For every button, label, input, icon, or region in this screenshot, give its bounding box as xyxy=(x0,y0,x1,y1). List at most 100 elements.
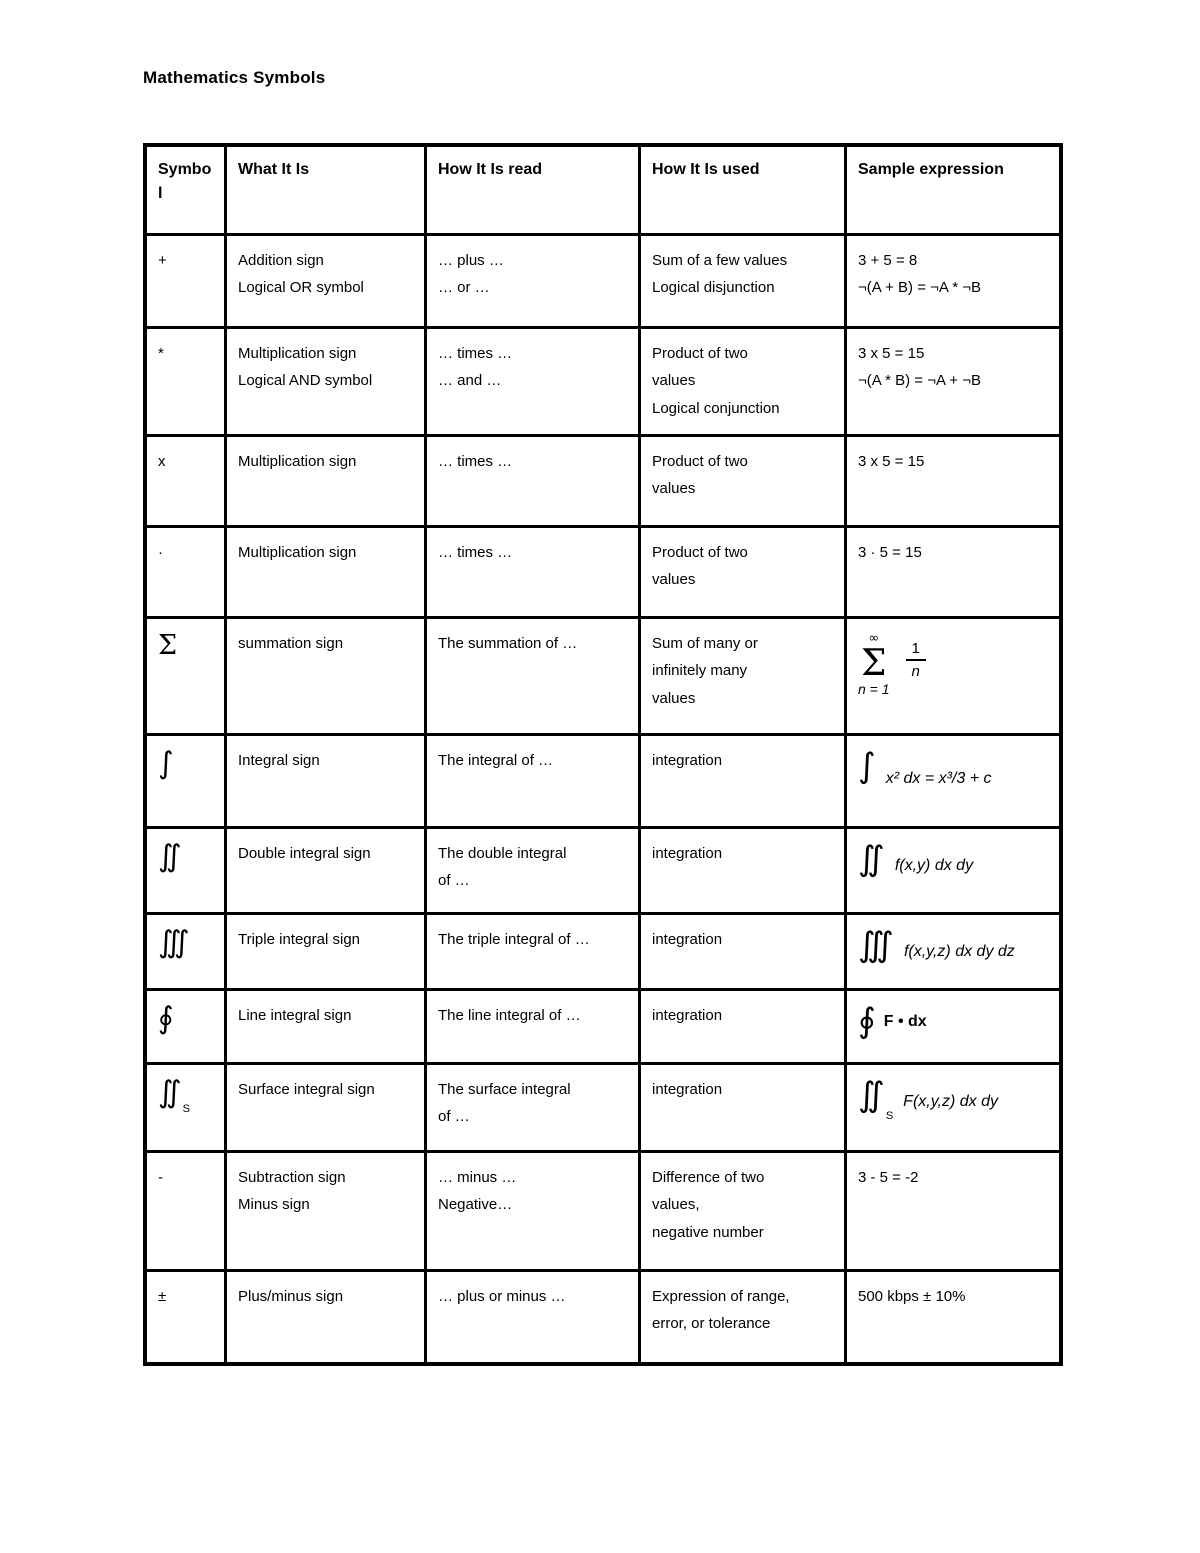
cell-sample: 3 x 5 = 15 ¬(A * B) = ¬A + ¬B xyxy=(847,329,1059,434)
cell-sample: 3 x 5 = 15 xyxy=(847,437,1059,525)
cell-read: The double integral of … xyxy=(427,829,638,912)
math-symbol-glyph: * xyxy=(158,345,164,362)
cell-read: … times … … and … xyxy=(427,329,638,434)
cell-what: Surface integral sign xyxy=(227,1065,424,1150)
cell-used: integration xyxy=(641,829,844,912)
sample-expression: 500 kbps ± 10% xyxy=(858,1288,966,1305)
math-symbol-glyph: x xyxy=(158,453,166,470)
cell-symbol: ∬S xyxy=(147,1065,224,1150)
cell-read: … minus … Negative… xyxy=(427,1153,638,1269)
sample-expression: 3 x 5 = 15 xyxy=(858,453,925,470)
cell-what: Line integral sign xyxy=(227,991,424,1062)
integrand-expression: x² dx = x³/3 + c xyxy=(885,770,992,787)
integral-expression: ∫ x² dx = x³/3 + c xyxy=(858,747,1048,788)
cell-used: integration xyxy=(641,736,844,826)
cell-used: Sum of many or infinitely many values xyxy=(641,619,844,733)
cell-what: Plus/minus sign xyxy=(227,1272,424,1362)
cell-symbol: * xyxy=(147,329,224,434)
cell-symbol: + xyxy=(147,236,224,326)
math-symbol-glyph: - xyxy=(158,1169,163,1186)
integral-glyph: ∭ xyxy=(858,925,894,965)
sample-expression: 3 - 5 = -2 xyxy=(858,1169,919,1186)
cell-symbol: - xyxy=(147,1153,224,1269)
integral-glyph: ∫ xyxy=(858,746,876,786)
integral-expression: ∮ F • dx xyxy=(858,1002,1048,1038)
cell-sample: 500 kbps ± 10% xyxy=(847,1272,1059,1362)
cell-symbol: Σ xyxy=(147,619,224,733)
cell-sample: ∬ f(x,y) dx dy xyxy=(847,829,1059,912)
cell-used: Product of two values Logical conjunctio… xyxy=(641,329,844,434)
math-symbol-glyph: ∮ xyxy=(158,1001,174,1036)
symbols-table: Symbo l What It Is How It Is read How It Is… xyxy=(143,143,1063,1366)
cell-sample: ∫ x² dx = x³/3 + c xyxy=(847,736,1059,826)
header-cell-2: How It Is read xyxy=(427,147,638,233)
cell-what: Multiplication sign Logical AND symbol xyxy=(227,329,424,434)
header-cell-0: Symbo l xyxy=(147,147,224,233)
symbol-subscript: S xyxy=(182,1103,191,1115)
sample-expression: 3 · 5 = 15 xyxy=(858,544,922,561)
cell-what: summation sign xyxy=(227,619,424,733)
cell-symbol: ∬ xyxy=(147,829,224,912)
integral-glyph: ∬ xyxy=(858,1075,885,1115)
math-symbol-glyph: ± xyxy=(158,1288,167,1305)
math-symbol-glyph: ∬ xyxy=(158,839,182,874)
sigma-glyph: Σ xyxy=(861,642,887,684)
cell-read: The integral of … xyxy=(427,736,638,826)
cell-read: The line integral of … xyxy=(427,991,638,1062)
sample-expression: 3 + 5 = 8 ¬(A + B) = ¬A * ¬B xyxy=(858,252,981,297)
cell-used: Difference of two values, negative numbe… xyxy=(641,1153,844,1269)
integral-subscript: S xyxy=(885,1110,894,1122)
cell-read: The surface integral of … xyxy=(427,1065,638,1150)
cell-sample: 3 - 5 = -2 xyxy=(847,1153,1059,1269)
cell-sample: 3 + 5 = 8 ¬(A + B) = ¬A * ¬B xyxy=(847,236,1059,326)
integral-expression: ∬ f(x,y) dx dy xyxy=(858,840,1048,876)
cell-used: Product of two values xyxy=(641,437,844,525)
math-symbol-glyph: ∬ xyxy=(158,1075,182,1110)
cell-read: … times … xyxy=(427,437,638,525)
integral-glyph: ∮ xyxy=(858,1001,876,1041)
cell-what: Integral sign xyxy=(227,736,424,826)
math-symbol-glyph: + xyxy=(158,252,167,269)
cell-used: Product of two values xyxy=(641,528,844,616)
cell-read: … times … xyxy=(427,528,638,616)
math-symbol-glyph: · xyxy=(158,544,163,561)
cell-what: Multiplication sign xyxy=(227,528,424,616)
cell-what: Triple integral sign xyxy=(227,915,424,988)
summation-upper-limit: ∞ xyxy=(868,631,880,646)
cell-sample: ∮ F • dx xyxy=(847,991,1059,1062)
cell-symbol: · xyxy=(147,528,224,616)
cell-used: integration xyxy=(641,1065,844,1150)
cell-read: … plus … … or … xyxy=(427,236,638,326)
integrand-expression: F(x,y,z) dx dy xyxy=(903,1093,998,1110)
cell-used: integration xyxy=(641,915,844,988)
cell-what: Addition sign Logical OR symbol xyxy=(227,236,424,326)
cell-read: The triple integral of … xyxy=(427,915,638,988)
cell-symbol: x xyxy=(147,437,224,525)
cell-read: The summation of … xyxy=(427,619,638,733)
cell-sample: 3 · 5 = 15 xyxy=(847,528,1059,616)
integrand-expression: f(x,y) dx dy xyxy=(894,857,974,874)
sample-expression: 3 x 5 = 15 ¬(A * B) = ¬A + ¬B xyxy=(858,345,981,390)
cell-sample: ∭ f(x,y,z) dx dy dz xyxy=(847,915,1059,988)
cell-used: Expression of range, error, or tolerance xyxy=(641,1272,844,1362)
cell-symbol: ∫ xyxy=(147,736,224,826)
cell-used: Sum of a few values Logical disjunction xyxy=(641,236,844,326)
header-cell-1: What It Is xyxy=(227,147,424,233)
math-symbol-glyph: ∭ xyxy=(158,925,190,960)
integral-expression: ∭ f(x,y,z) dx dy dz xyxy=(858,926,1048,962)
summation-lower-limit: n = 1 xyxy=(858,680,890,697)
header-cell-4: Sample expression xyxy=(847,147,1059,233)
integral-glyph: ∬ xyxy=(858,839,885,879)
cell-symbol: ∭ xyxy=(147,915,224,988)
cell-read: … plus or minus … xyxy=(427,1272,638,1362)
cell-sample: ∬ S F(x,y,z) dx dy xyxy=(847,1065,1059,1150)
cell-what: Multiplication sign xyxy=(227,437,424,525)
fraction-numerator: 1 xyxy=(905,639,926,661)
page-title: Mathematics Symbols xyxy=(143,68,326,87)
fraction-denominator: n xyxy=(911,662,920,680)
cell-used: integration xyxy=(641,991,844,1062)
integral-expression: ∬ S F(x,y,z) dx dy xyxy=(858,1076,1048,1126)
